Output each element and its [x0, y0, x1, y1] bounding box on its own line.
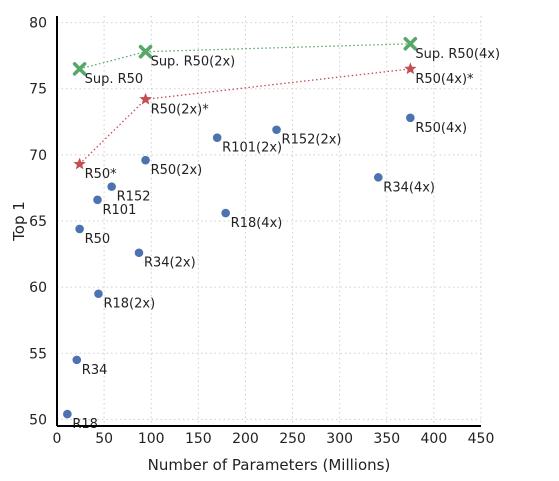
data-label: R50(4x) — [415, 121, 467, 136]
data-label: R152(2x) — [282, 133, 342, 148]
data-point — [93, 195, 102, 205]
data-point-star — [404, 62, 417, 75]
data-label: Sup. R50(4x) — [415, 47, 500, 62]
data-label: R34 — [82, 363, 108, 378]
data-point-star — [139, 92, 152, 105]
data-point — [75, 224, 84, 234]
data-point — [134, 248, 144, 258]
data-label: Sup. R50(2x) — [151, 55, 236, 70]
data-point — [221, 208, 230, 218]
data-label: Sup. R50 — [85, 72, 144, 87]
x-tick-label: 0 — [53, 431, 62, 447]
x-tick-label: 250 — [279, 431, 306, 447]
data-markers — [63, 36, 418, 419]
x-tick-label: 450 — [468, 431, 495, 447]
data-point-x — [403, 36, 418, 51]
data-label: R152 — [117, 190, 151, 205]
data-point — [406, 113, 415, 123]
y-tick-label: 80 — [29, 16, 47, 32]
x-tick-label: 400 — [421, 431, 448, 447]
data-point-x — [138, 44, 153, 59]
axes — [56, 16, 481, 427]
data-point — [72, 355, 82, 365]
data-point — [141, 155, 150, 165]
y-axis-title: Top 1 — [10, 201, 28, 242]
data-label: R34(4x) — [383, 180, 435, 195]
data-label: R50(4x)* — [415, 72, 474, 87]
x-tick-label: 200 — [232, 431, 259, 447]
x-tick-label: 350 — [373, 431, 400, 447]
x-tick-label: 50 — [95, 431, 113, 447]
y-tick-label: 70 — [29, 148, 47, 164]
y-tick-label: 75 — [29, 82, 47, 98]
x-axis-title: Number of Parameters (Millions) — [148, 456, 391, 474]
data-label: R18(4x) — [231, 216, 283, 231]
data-point — [272, 125, 281, 135]
data-point-star — [73, 157, 86, 170]
y-tick-label: 55 — [29, 346, 47, 362]
y-tick-label: 65 — [29, 214, 47, 230]
data-label: R50(2x) — [151, 163, 203, 178]
data-label: R50* — [85, 167, 118, 182]
data-label: R50 — [85, 232, 111, 247]
data-label: R34(2x) — [144, 256, 196, 271]
data-label: R101 — [103, 203, 137, 218]
data-label: R18 — [72, 417, 98, 432]
tick-labels: 0 50 100 150 200 250 300 350 400 450 50 55 60 65 70 75 8… — [29, 16, 494, 447]
y-tick-label: 50 — [29, 412, 47, 428]
data-point — [63, 409, 72, 419]
data-label: R50(2x)* — [151, 102, 210, 117]
x-tick-label: 300 — [326, 431, 353, 447]
data-label: R18(2x) — [103, 297, 155, 312]
data-point-x — [72, 62, 87, 76]
y-tick-label: 60 — [29, 280, 47, 296]
data-point — [373, 173, 383, 182]
data-label: R101(2x) — [222, 141, 282, 156]
data-point — [94, 289, 103, 299]
grid-lines — [57, 16, 482, 426]
data-point — [107, 182, 116, 191]
x-tick-label: 100 — [138, 431, 165, 447]
data-point — [212, 133, 222, 142]
x-tick-label: 150 — [185, 431, 212, 447]
